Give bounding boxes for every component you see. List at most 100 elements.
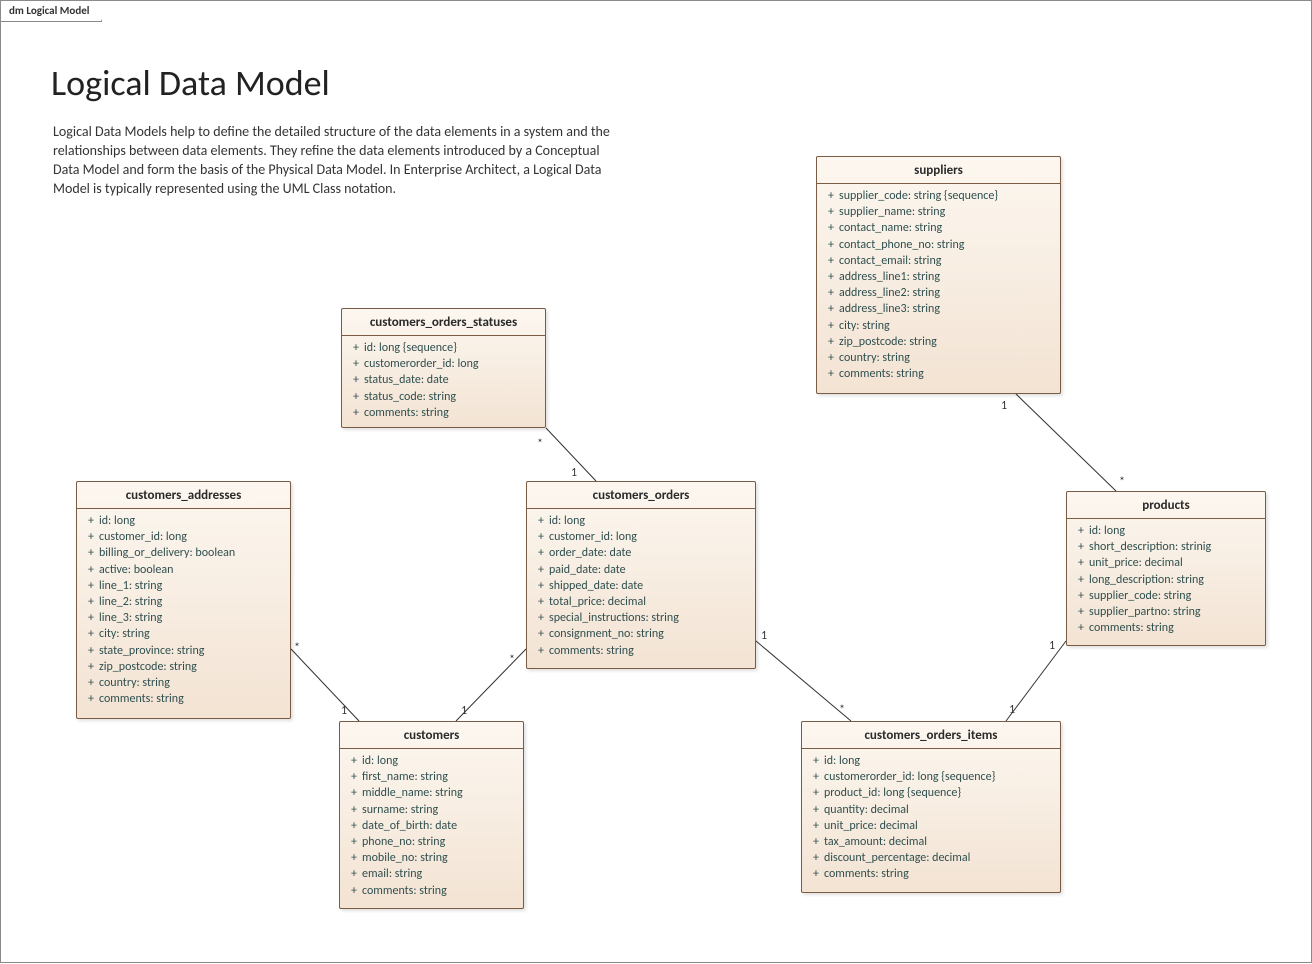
entity-attr: +zip_postcode: string xyxy=(83,659,284,675)
attr-text: middle_name: string xyxy=(362,785,463,801)
entity-attr: +unit_price: decimal xyxy=(808,818,1054,834)
visibility-icon: + xyxy=(83,626,99,642)
entity-attr: +active: boolean xyxy=(83,562,284,578)
entity-attr: +id: long {sequence} xyxy=(348,340,539,356)
entity-attr: +comments: string xyxy=(348,405,539,421)
visibility-icon: + xyxy=(348,372,364,388)
attr-text: product_id: long {sequence} xyxy=(824,785,961,801)
visibility-icon: + xyxy=(823,220,839,236)
entity-attr: +total_price: decimal xyxy=(533,594,749,610)
attr-text: status_code: string xyxy=(364,389,456,405)
entity-attr: +comments: string xyxy=(823,366,1054,382)
entity-attr: +contact_email: string xyxy=(823,253,1054,269)
attr-text: unit_price: decimal xyxy=(1089,555,1183,571)
entity-title: customers_orders_items xyxy=(802,722,1060,749)
visibility-icon: + xyxy=(83,513,99,529)
attr-text: long_description: string xyxy=(1089,572,1204,588)
visibility-icon: + xyxy=(808,802,824,818)
entity-attr: +date_of_birth: date xyxy=(346,818,517,834)
attr-text: line_1: string xyxy=(99,578,162,594)
entity-attr: +id: long xyxy=(83,513,284,529)
visibility-icon: + xyxy=(808,850,824,866)
association-line xyxy=(1016,394,1116,491)
association-line xyxy=(756,641,851,721)
entity-attr: +supplier_name: string xyxy=(823,204,1054,220)
attr-text: id: long xyxy=(549,513,585,529)
entity-attr: +line_3: string xyxy=(83,610,284,626)
attr-text: supplier_partno: string xyxy=(1089,604,1201,620)
attr-text: city: string xyxy=(99,626,150,642)
entity-attrs: +id: long+customer_id: long+billing_or_d… xyxy=(77,509,290,713)
entity-attr: +contact_name: string xyxy=(823,220,1054,236)
multiplicity-label: 1 xyxy=(571,466,577,480)
entity-title: suppliers xyxy=(817,157,1060,184)
visibility-icon: + xyxy=(533,529,549,545)
attr-text: quantity: decimal xyxy=(824,802,909,818)
visibility-icon: + xyxy=(808,785,824,801)
entity-attr: +middle_name: string xyxy=(346,785,517,801)
attr-text: id: long xyxy=(824,753,860,769)
entity-attr: +billing_or_delivery: boolean xyxy=(83,545,284,561)
visibility-icon: + xyxy=(83,578,99,594)
attr-text: contact_name: string xyxy=(839,220,942,236)
entity-attr: +unit_price: decimal xyxy=(1073,555,1259,571)
visibility-icon: + xyxy=(823,366,839,382)
visibility-icon: + xyxy=(83,659,99,675)
entity-attr: +line_2: string xyxy=(83,594,284,610)
entity-attr: +short_description: strinig xyxy=(1073,539,1259,555)
association-line xyxy=(291,649,359,721)
attr-text: supplier_code: string xyxy=(1089,588,1191,604)
entity-title: customers_addresses xyxy=(77,482,290,509)
visibility-icon: + xyxy=(533,610,549,626)
entity-attr: +customerorder_id: long {sequence} xyxy=(808,769,1054,785)
visibility-icon: + xyxy=(823,285,839,301)
visibility-icon: + xyxy=(823,188,839,204)
visibility-icon: + xyxy=(808,769,824,785)
attr-text: id: long xyxy=(99,513,135,529)
attr-text: order_date: date xyxy=(549,545,631,561)
attr-text: date_of_birth: date xyxy=(362,818,457,834)
entity-attr: +address_line1: string xyxy=(823,269,1054,285)
visibility-icon: + xyxy=(823,350,839,366)
visibility-icon: + xyxy=(533,562,549,578)
attr-text: status_date: date xyxy=(364,372,449,388)
entity-attr: +mobile_no: string xyxy=(346,850,517,866)
visibility-icon: + xyxy=(1073,555,1089,571)
attr-text: address_line1: string xyxy=(839,269,940,285)
entity-attr: +discount_percentage: decimal xyxy=(808,850,1054,866)
attr-text: comments: string xyxy=(1089,620,1174,636)
visibility-icon: + xyxy=(83,594,99,610)
attr-text: comments: string xyxy=(549,643,634,659)
attr-text: billing_or_delivery: boolean xyxy=(99,545,235,561)
attr-text: contact_phone_no: string xyxy=(839,237,964,253)
entity-attr: +zip_postcode: string xyxy=(823,334,1054,350)
visibility-icon: + xyxy=(83,691,99,707)
visibility-icon: + xyxy=(346,883,362,899)
visibility-icon: + xyxy=(346,850,362,866)
entity-customers_addresses: customers_addresses+id: long+customer_id… xyxy=(76,481,291,719)
entity-attr: +id: long xyxy=(1073,523,1259,539)
entity-attrs: +id: long {sequence}+customerorder_id: l… xyxy=(342,336,545,427)
entity-attr: +country: string xyxy=(83,675,284,691)
page-description: Logical Data Models help to define the d… xyxy=(53,123,613,199)
attr-text: surname: string xyxy=(362,802,438,818)
attr-text: address_line2: string xyxy=(839,285,940,301)
entity-attr: +product_id: long {sequence} xyxy=(808,785,1054,801)
visibility-icon: + xyxy=(346,802,362,818)
entity-attrs: +id: long+customerorder_id: long {sequen… xyxy=(802,749,1060,889)
entity-attr: +email: string xyxy=(346,866,517,882)
attr-text: short_description: strinig xyxy=(1089,539,1211,555)
entity-customers: customers+id: long+first_name: string+mi… xyxy=(339,721,524,909)
attr-text: comments: string xyxy=(362,883,447,899)
entity-attr: +id: long xyxy=(346,753,517,769)
visibility-icon: + xyxy=(1073,588,1089,604)
attr-text: email: string xyxy=(362,866,422,882)
attr-text: id: long {sequence} xyxy=(364,340,457,356)
entity-attr: +phone_no: string xyxy=(346,834,517,850)
attr-text: state_province: string xyxy=(99,643,204,659)
multiplicity-label: * xyxy=(509,653,515,667)
multiplicity-label: 1 xyxy=(341,704,347,718)
entity-attr: +state_province: string xyxy=(83,643,284,659)
visibility-icon: + xyxy=(83,529,99,545)
entity-attr: +city: string xyxy=(83,626,284,642)
